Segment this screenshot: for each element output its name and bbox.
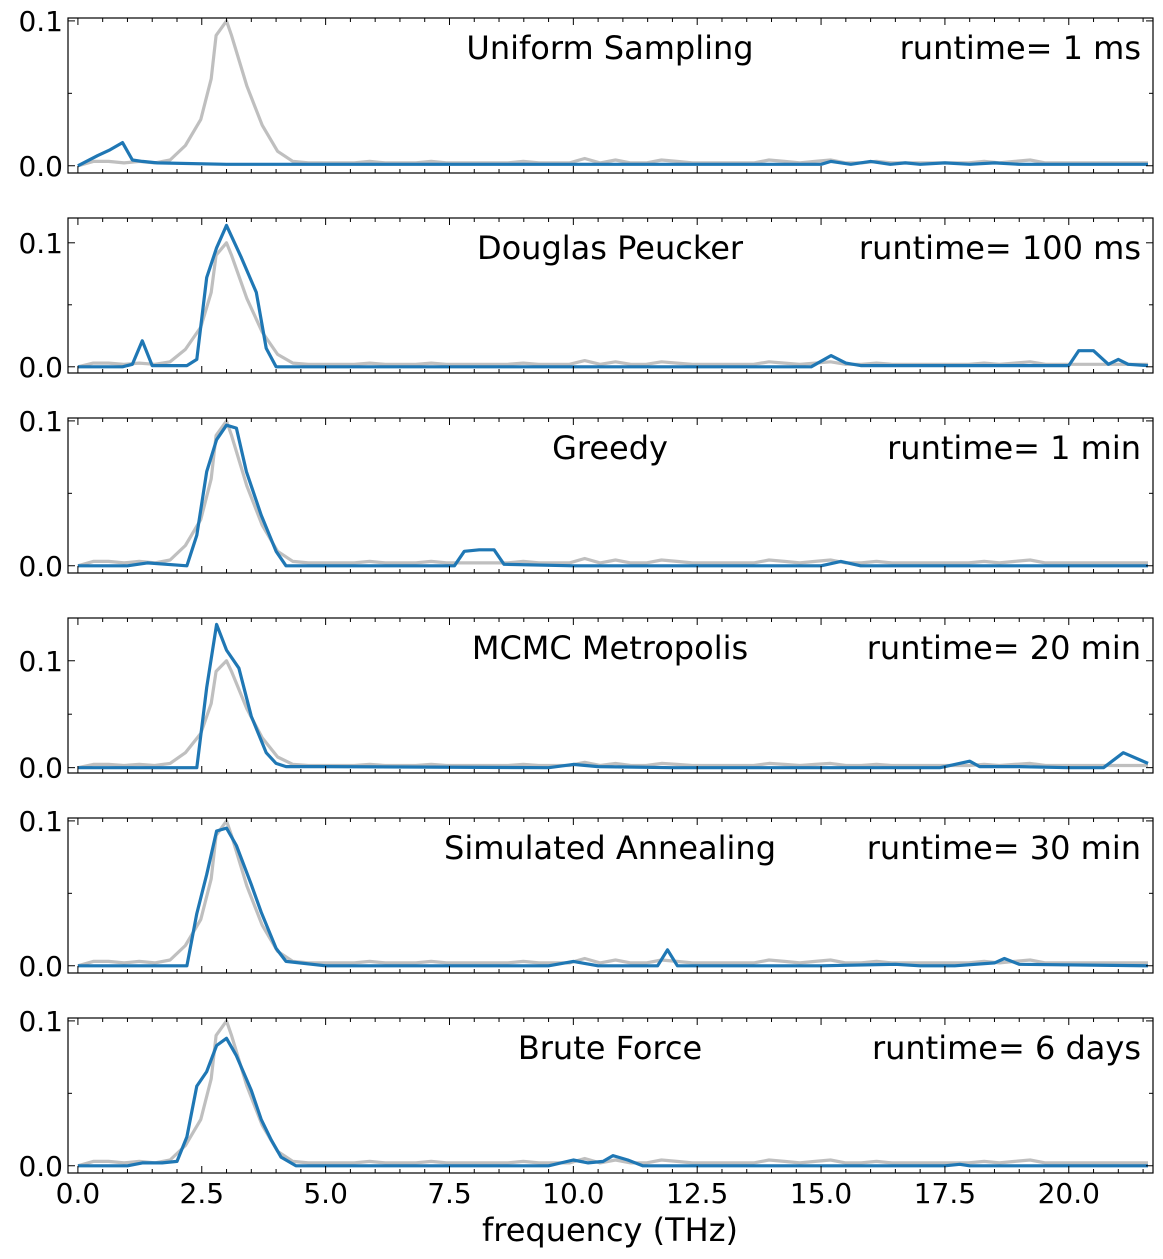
xtick-label: 7.5 bbox=[427, 1177, 472, 1210]
panel-3-ytick-label: 0.0 bbox=[18, 550, 63, 583]
panel-4-method-label: MCMC Metropolis bbox=[472, 629, 748, 667]
xtick-label: 10.0 bbox=[542, 1177, 604, 1210]
panel-6-frame bbox=[67, 1017, 1154, 1174]
xtick-label: 12.5 bbox=[666, 1177, 728, 1210]
panel-4-frame bbox=[67, 617, 1154, 774]
xtick-label: 20.0 bbox=[1038, 1177, 1100, 1210]
xtick-label: 5.0 bbox=[303, 1177, 348, 1210]
panel-5-ytick-label: 0.0 bbox=[18, 950, 63, 983]
panel-4-runtime-label: runtime= 20 min bbox=[867, 629, 1141, 667]
panel-3-method-line bbox=[77, 423, 1148, 568]
panel-2-ytick-label: 0.0 bbox=[18, 351, 63, 384]
panel-1-ytick-label: 0.0 bbox=[18, 150, 63, 183]
panel-5-ytick-label: 0.1 bbox=[18, 805, 63, 838]
panel-3-ytick-label: 0.1 bbox=[18, 405, 63, 438]
panel-5-method-label: Simulated Annealing bbox=[444, 829, 776, 867]
panel-2-runtime-label: runtime= 100 ms bbox=[859, 229, 1141, 267]
panel-1-method-label: Uniform Sampling bbox=[466, 29, 753, 67]
x-axis-label: frequency (THz) bbox=[482, 1211, 738, 1249]
panel-3-reference-line bbox=[77, 419, 1148, 568]
panel-5-method-line bbox=[77, 826, 1149, 968]
xtick-label: 15.0 bbox=[790, 1177, 852, 1210]
panel-6-runtime-label: runtime= 6 days bbox=[872, 1029, 1141, 1067]
panel-2-ytick-label: 0.1 bbox=[18, 227, 63, 260]
panel-1-method-line bbox=[77, 141, 1148, 168]
panel-2-frame bbox=[67, 217, 1154, 374]
xtick-label: 17.5 bbox=[914, 1177, 976, 1210]
panel-6-ytick-label: 0.0 bbox=[18, 1150, 63, 1183]
panel-5-frame bbox=[67, 817, 1154, 974]
panel-3-frame bbox=[67, 417, 1154, 574]
panel-3-runtime-label: runtime= 1 min bbox=[887, 429, 1141, 467]
xtick-label: 0.0 bbox=[56, 1177, 101, 1210]
panel-3-method-label: Greedy bbox=[552, 429, 668, 467]
panel-1-frame bbox=[67, 17, 1154, 174]
panel-6-method-line bbox=[77, 1036, 1148, 1168]
panel-6-method-label: Brute Force bbox=[518, 1029, 702, 1067]
panel-5-runtime-label: runtime= 30 min bbox=[867, 829, 1141, 867]
panel-2-method-line bbox=[77, 223, 1149, 369]
panel-2-method-label: Douglas Peucker bbox=[477, 229, 744, 267]
xtick-label: 2.5 bbox=[180, 1177, 225, 1210]
panel-1-runtime-label: runtime= 1 ms bbox=[900, 29, 1141, 67]
panel-4-reference-line bbox=[77, 659, 1148, 770]
panel-6-ytick-label: 0.1 bbox=[18, 1005, 63, 1038]
panel-4-method-line bbox=[77, 622, 1149, 770]
panel-4-ytick-label: 0.0 bbox=[18, 752, 63, 785]
panel-4-ytick-label: 0.1 bbox=[18, 645, 63, 678]
panel-1-ytick-label: 0.1 bbox=[18, 5, 63, 38]
